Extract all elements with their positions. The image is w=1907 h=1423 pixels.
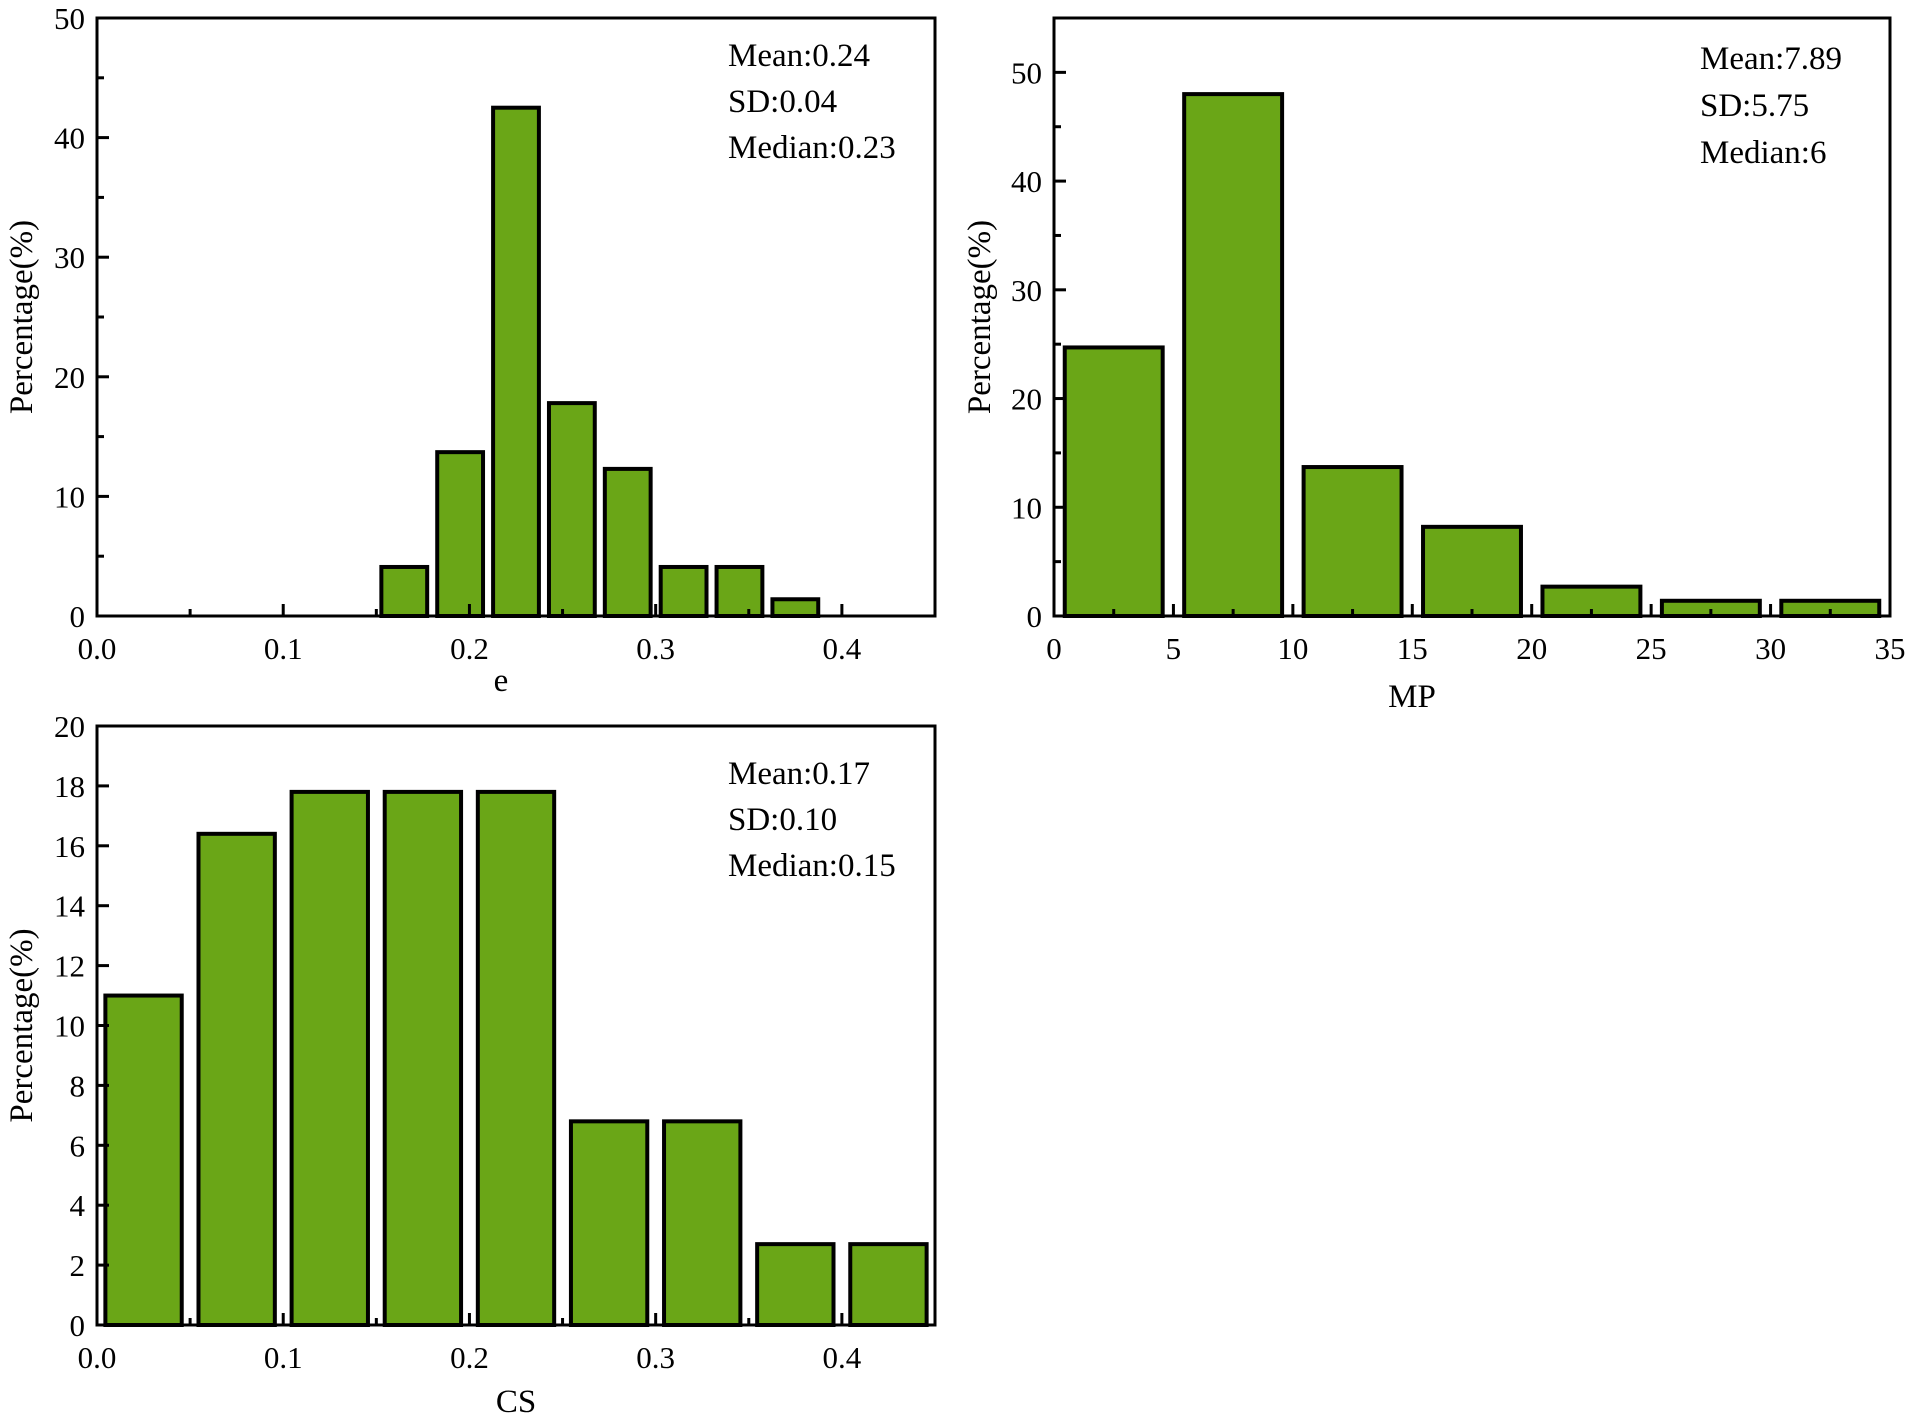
bar-0 <box>1062 345 1165 618</box>
bar-3 <box>1421 524 1523 618</box>
y-axis-label: Percentage(%) <box>962 220 998 414</box>
y-tick-label: 10 <box>54 1009 85 1044</box>
y-tick-label: 4 <box>70 1188 86 1223</box>
stats-annotation: Mean:7.89 <box>1700 41 1842 77</box>
x-tick-label: 0 <box>1046 631 1062 666</box>
x-tick-label: 0.0 <box>78 631 117 666</box>
y-tick-label: 2 <box>70 1248 86 1283</box>
stats-annotation: Median:6 <box>1700 135 1826 171</box>
x-tick-label: 0.3 <box>636 631 675 666</box>
stats-annotation: SD:0.04 <box>728 84 837 120</box>
cs-histogram: 0 2 4 6 8 10 12 14 16 18 20 0.0 0.1 0.2 0.3 0.4 CS Percen… <box>4 709 937 1420</box>
y-tick-label: 16 <box>54 829 85 864</box>
stats-annotation: SD:0.10 <box>728 802 837 838</box>
x-tick-label: 0.4 <box>823 631 862 666</box>
x-tick-label: 35 <box>1875 631 1906 666</box>
y-tick-label: 0 <box>70 1308 86 1343</box>
y-tick-label: 6 <box>70 1128 86 1163</box>
y-tick-label: 8 <box>70 1068 86 1103</box>
bar-7 <box>755 1242 836 1328</box>
bar-6 <box>662 1119 743 1327</box>
x-tick-label: 15 <box>1397 631 1428 666</box>
bar-4 <box>475 789 557 1327</box>
bar-1 <box>196 831 277 1327</box>
bar-2 <box>1301 465 1404 618</box>
y-tick-label: 50 <box>1011 55 1042 90</box>
bar-7 <box>770 597 821 618</box>
bar-1 <box>1182 92 1285 619</box>
y-tick-label: 30 <box>54 240 85 275</box>
y-tick-label: 10 <box>54 479 85 514</box>
y-tick-label: 20 <box>54 709 85 744</box>
bar-5 <box>658 564 709 618</box>
x-tick-label: 0.0 <box>78 1340 117 1375</box>
bar-5 <box>568 1119 650 1327</box>
x-tick-label: 0.1 <box>264 1340 303 1375</box>
y-tick-label: 30 <box>1011 273 1042 308</box>
stats-annotation: SD:5.75 <box>1700 88 1809 124</box>
y-axis-label: Percentage(%) <box>4 928 40 1122</box>
bar-6 <box>714 564 765 618</box>
x-tick-label: 0.4 <box>823 1340 862 1375</box>
y-tick-label: 0 <box>70 599 86 634</box>
x-tick-label: 25 <box>1636 631 1667 666</box>
stats-annotation: Mean:0.24 <box>728 38 870 74</box>
stats-annotation: Median:0.15 <box>728 848 896 884</box>
bar-1 <box>435 450 486 619</box>
stats-annotation: Mean:0.17 <box>728 756 870 792</box>
x-tick-label: 10 <box>1277 631 1308 666</box>
y-tick-label: 40 <box>54 121 85 156</box>
x-tick-label: 0.3 <box>636 1340 675 1375</box>
bar-2 <box>289 789 370 1327</box>
bar-3 <box>546 401 597 618</box>
y-tick-label: 14 <box>54 889 86 924</box>
bar-8 <box>848 1242 929 1328</box>
y-axis-label: Percentage(%) <box>4 220 40 414</box>
stats-annotation: Median:0.23 <box>728 130 896 166</box>
y-tick-label: 18 <box>54 769 85 804</box>
y-tick-label: 20 <box>54 360 85 395</box>
y-tick-label: 10 <box>1011 490 1042 525</box>
e-histogram: 0 10 20 30 40 50 0.0 0.1 0.2 0.3 0.4 e Percentage(%)… <box>4 1 937 699</box>
x-axis-label: MP <box>1388 679 1436 715</box>
x-axis-label: e <box>494 663 509 699</box>
bar-0 <box>103 993 184 1327</box>
y-tick-label: 50 <box>54 1 85 36</box>
x-tick-label: 0.2 <box>450 631 489 666</box>
x-tick-label: 0.1 <box>264 631 303 666</box>
y-tick-label: 12 <box>54 949 85 984</box>
y-tick-label: 0 <box>1027 599 1043 634</box>
y-tick-label: 40 <box>1011 164 1042 199</box>
bar-3 <box>382 789 464 1327</box>
x-tick-label: 5 <box>1166 631 1182 666</box>
x-tick-label: 20 <box>1516 631 1547 666</box>
bar-0 <box>379 564 430 618</box>
mp-histogram: 0 10 20 30 40 50 0 5 10 15 20 25 30 35 MP Percentage(%)… <box>962 16 1906 715</box>
x-axis-label: CS <box>496 1384 536 1420</box>
y-tick-label: 20 <box>1011 382 1042 417</box>
bar-2 <box>491 105 541 618</box>
bar-4 <box>602 466 653 618</box>
x-tick-label: 0.2 <box>450 1340 489 1375</box>
x-tick-label: 30 <box>1755 631 1786 666</box>
